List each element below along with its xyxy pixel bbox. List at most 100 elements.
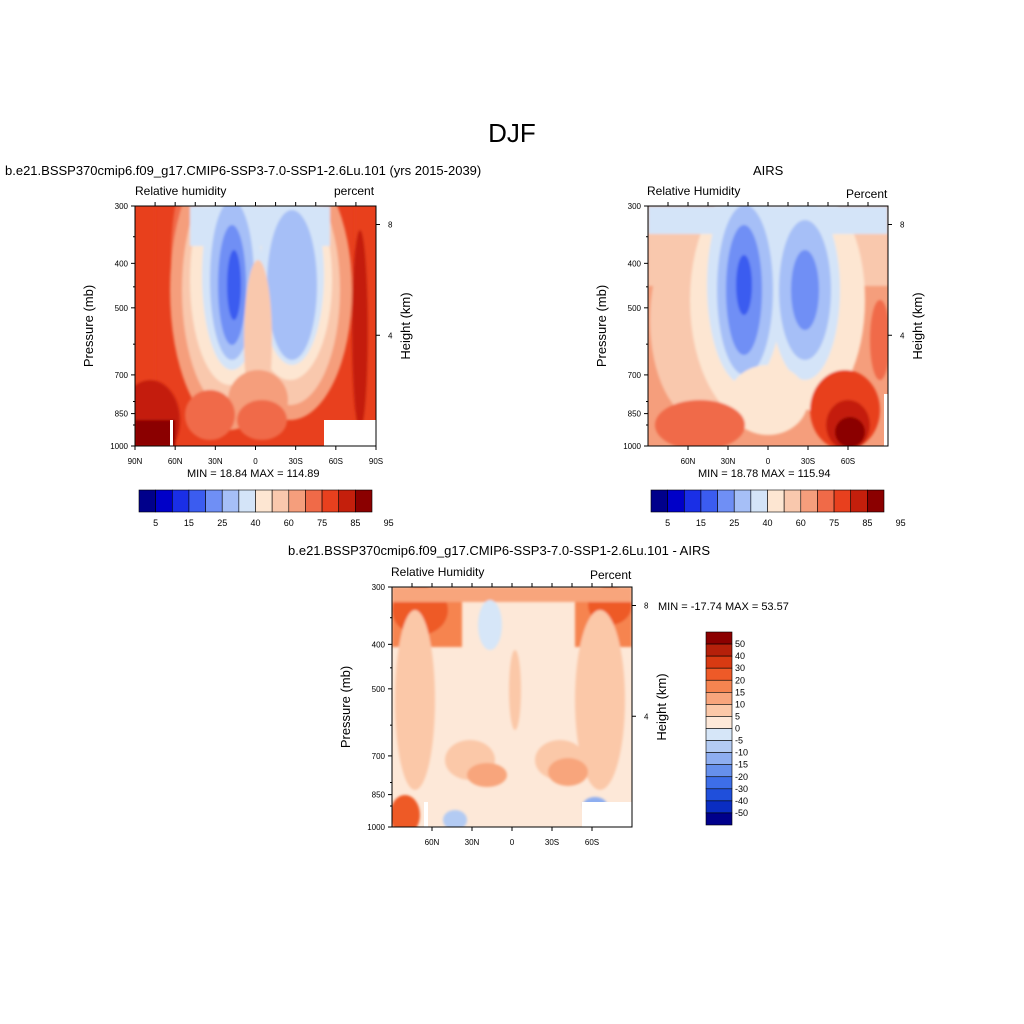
panel2-height-tick-label: 8 [900,221,905,230]
panel3-ytick-label: 500 [372,685,386,694]
panel2-left-label: Relative Humidity [647,184,741,198]
colorbar2-label: 75 [829,518,839,528]
panel3-right-label: Percent [590,568,632,582]
colorbar3-swatch [705,716,733,729]
panel1-xtick-label: 90N [128,457,143,466]
panel1-ytick-label: 850 [115,410,129,419]
colorbar3-label: -50 [735,808,748,818]
colorbar1-swatch [338,489,356,513]
panel2-height-tick-label: 4 [900,331,905,340]
panel2-xtick-label: 60N [681,457,696,466]
colorbar2-swatch [783,489,802,513]
colorbar3-swatch [705,776,733,790]
colorbar1-label: 85 [350,518,360,528]
colorbar3-swatch [705,643,733,657]
colorbar1-swatch [288,489,306,513]
panel3-height-axis-label: Height (km) [654,673,669,740]
panel2-right-label: Percent [846,187,888,201]
colorbar2-label: 40 [762,518,772,528]
panel1-left-label: Relative humidity [135,184,227,198]
colorbar3-swatch [705,728,733,741]
panel3-field [392,587,632,827]
colorbar2-swatch [733,489,752,513]
panel1-ytick-label: 300 [115,202,129,211]
colorbar3-swatch [705,667,733,681]
colorbar3-label: 5 [735,711,740,721]
panel2-ytick-label: 400 [628,259,642,268]
colorbar1-swatch [355,489,373,513]
panel3-left-label: Relative Humidity [391,565,485,579]
panel2-ytick-label: 700 [628,371,642,380]
colorbar3-label: 30 [735,663,745,673]
colorbar1-swatch [321,489,340,513]
colorbar1-swatch [188,489,206,513]
colorbar1-swatch [305,489,323,513]
panel3-ytick-label: 400 [372,640,386,649]
panel3-xtick-label: 60S [585,838,599,847]
colorbar1-label: 25 [217,518,227,528]
colorbar2-swatch [867,489,885,513]
colorbar2-label: 60 [796,518,806,528]
panel3-min-max: MIN = -17.74 MAX = 53.57 [658,601,789,613]
colorbar2-swatch [700,489,718,513]
figure-title: DJF [488,118,536,148]
colorbar2-label: 85 [862,518,872,528]
colorbar3-label: 10 [735,699,745,709]
panel2-xtick-label: 30N [721,457,736,466]
colorbar2-swatch [833,489,852,513]
colorbar2-label: 25 [729,518,739,528]
panel1-height-axis-label: Height (km) [398,292,413,359]
panel2-xtick-label: 60S [841,457,855,466]
colorbar2-swatch [650,489,668,513]
panel3-ytick-label: 1000 [367,823,385,832]
panel2-height-axis-label: Height (km) [910,292,925,359]
colorbar3-label: -15 [735,760,748,770]
panel1-min-max: MIN = 18.84 MAX = 114.89 [187,468,320,480]
colorbar1-swatch [238,489,256,513]
colorbar1-label: 15 [184,518,194,528]
panel2-xtick-label: 0 [766,457,771,466]
panel3-ylabel: Pressure (mb) [338,666,353,748]
panel3-title: b.e21.BSSP370cmip6.f09_g17.CMIP6-SSP3-7.… [288,543,711,558]
panel1-ylabel: Pressure (mb) [81,285,96,367]
panel2-ytick-label: 850 [628,410,642,419]
colorbar3-swatch [705,704,733,717]
colorbar3-label: -40 [735,796,748,806]
panel1-ytick-label: 500 [115,304,129,313]
colorbar1-swatch [221,489,240,513]
colorbar2-label: 15 [696,518,706,528]
panel1-xtick-label: 60S [329,457,343,466]
colorbar3-label: 15 [735,687,745,697]
panel2-ytick-label: 500 [628,304,642,313]
colorbar1-swatch [171,489,190,513]
panel1-xtick-label: 60N [168,457,183,466]
colorbar3-label: 40 [735,651,745,661]
colorbar3-label: 20 [735,675,745,685]
colorbar2-swatch [683,489,702,513]
colorbar3-swatch [705,692,733,705]
panel2-field [648,206,888,446]
colorbar3-swatch [705,800,733,814]
colorbar3-label: -5 [735,736,743,746]
colorbar3-label: -10 [735,748,748,758]
panel2-xtick-label: 30S [801,457,815,466]
colorbar2-label: 95 [896,518,906,528]
colorbar1-label: 40 [250,518,260,528]
colorbar1-swatch [205,489,223,513]
colorbar2-label: 5 [665,518,670,528]
colorbar2-swatch [667,489,685,513]
panel1-right-label: percent [334,184,375,198]
panel2-min-max: MIN = 18.78 MAX = 115.94 [698,468,831,480]
panel3-xtick-label: 0 [510,838,515,847]
colorbar2-swatch [717,489,735,513]
panel1-height-tick-label: 8 [388,221,393,230]
colorbar3-swatch [705,788,733,802]
panel1-xtick-label: 30N [208,457,223,466]
panel1-height-tick-label: 4 [388,331,393,340]
colorbar2-swatch [800,489,818,513]
colorbar3-label: -20 [735,772,748,782]
colorbar1-label: 75 [317,518,327,528]
panel2-ytick-label: 300 [628,202,642,211]
panel3-height-tick-label: 8 [644,602,649,611]
colorbar1-label: 60 [284,518,294,528]
